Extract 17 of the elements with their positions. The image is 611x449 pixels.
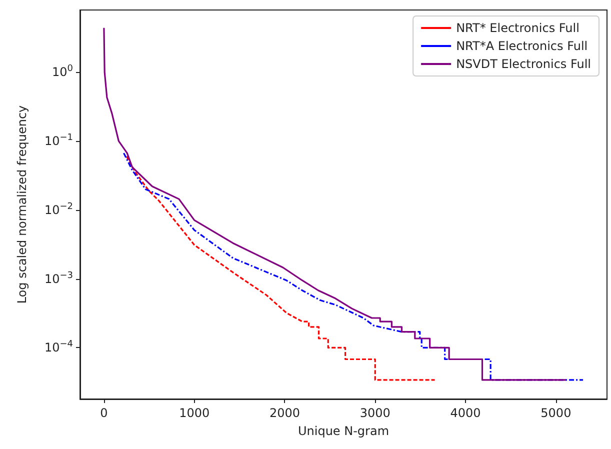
x-tick-label: 4000 xyxy=(450,406,481,420)
legend-label: NRT*A Electronics Full xyxy=(456,39,588,53)
y-axis-title: Log scaled normalized frequency xyxy=(15,105,29,304)
x-tick-label: 3000 xyxy=(360,406,390,420)
x-tick-label: 1000 xyxy=(179,406,210,420)
x-tick-label: 5000 xyxy=(540,406,572,420)
line-series xyxy=(126,156,436,381)
x-axis-title: Unique N-gram xyxy=(298,424,390,438)
y-tick-label: 10$^{−4}$ xyxy=(44,340,74,355)
y-tick-label: 10$^{0}$ xyxy=(52,64,74,80)
x-tick-label: 2000 xyxy=(269,406,300,420)
y-tick-label: 10$^{−3}$ xyxy=(44,270,73,286)
y-tick-label: 10$^{−1}$ xyxy=(44,133,73,148)
legend-label: NSVDT Electronics Full xyxy=(456,57,592,71)
legend-label: NRT* Electronics Full xyxy=(456,21,580,35)
y-tick-label: 10$^{−2}$ xyxy=(44,202,73,217)
x-tick-label: 0 xyxy=(100,406,108,420)
